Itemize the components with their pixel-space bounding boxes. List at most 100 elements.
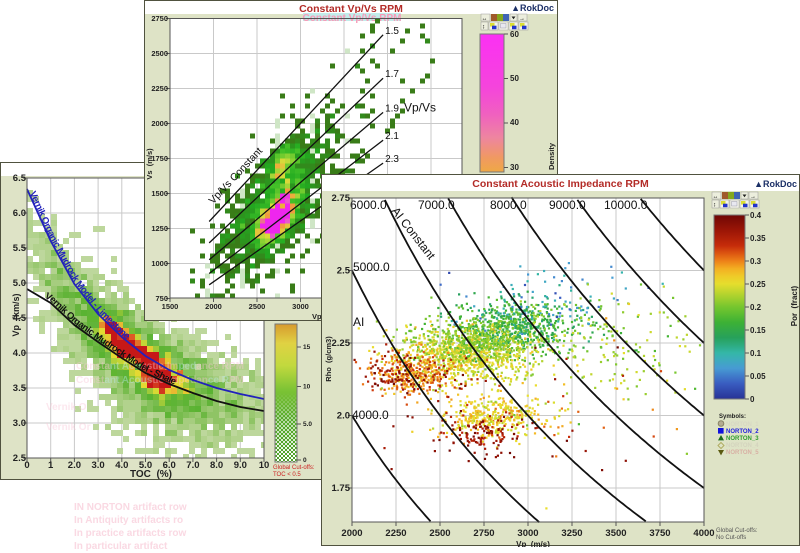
svg-text:Vernik Or: Vernik Or [46,422,91,433]
svg-text:3000: 3000 [517,528,538,539]
svg-text:7000.0: 7000.0 [418,198,455,212]
svg-text:↕: ↕ [482,25,485,31]
svg-text:4.0: 4.0 [13,348,26,359]
svg-text:0.25: 0.25 [750,280,766,289]
svg-text:2.75: 2.75 [332,193,351,204]
svg-text:AI: AI [353,315,364,329]
svg-text:2000: 2000 [341,528,362,539]
svg-text:8.0: 8.0 [210,460,223,471]
svg-text:0: 0 [303,457,307,464]
svg-text:NORTON_1: NORTON_1 [726,422,759,428]
svg-text:NORTON_3: NORTON_3 [726,436,759,442]
svg-text:2.3: 2.3 [385,154,399,165]
svg-text:5000.0: 5000.0 [353,260,390,274]
svg-text:2.0: 2.0 [68,460,81,471]
svg-text:9000.0: 9000.0 [549,198,586,212]
svg-text:TOC < 0.5: TOC < 0.5 [273,472,301,478]
svg-text:1750: 1750 [151,154,168,163]
svg-text:0.05: 0.05 [750,372,766,381]
svg-text:1250: 1250 [151,224,168,233]
svg-text:3750: 3750 [649,528,670,539]
svg-text:5.0: 5.0 [139,460,152,471]
svg-text:3.0: 3.0 [13,418,26,429]
svg-text:3500: 3500 [605,528,626,539]
svg-text:1.5: 1.5 [385,26,399,37]
svg-text:4000.0: 4000.0 [352,408,389,422]
svg-text:10: 10 [259,460,270,471]
svg-text:4000: 4000 [693,528,714,539]
svg-text:1500: 1500 [162,302,179,311]
svg-text:50: 50 [510,74,519,83]
svg-text:1.75: 1.75 [332,483,351,494]
svg-text:1.9Vp/Vs: 1.9 Vp/Vs [385,100,436,114]
svg-text:0.15: 0.15 [750,326,766,335]
svg-text:→: → [750,194,756,200]
svg-text:0.1: 0.1 [750,349,762,358]
svg-text:2500: 2500 [249,302,266,311]
svg-text:Global Cut-offs:: Global Cut-offs: [716,528,758,534]
svg-text:1: 1 [48,460,54,471]
svg-text:3250: 3250 [561,528,582,539]
svg-text:Rho (g/cm3): Rho (g/cm3) [324,336,333,382]
svg-text:2250: 2250 [151,84,168,93]
svg-text:2.25: 2.25 [332,338,351,349]
svg-text:2.1: 2.1 [385,131,399,142]
svg-text:Symbols:: Symbols: [719,414,746,420]
svg-text:2750: 2750 [473,528,494,539]
svg-text:0.4: 0.4 [750,211,762,220]
svg-text:10: 10 [303,384,311,391]
svg-text:Density: Density [547,142,556,170]
svg-text:6.0: 6.0 [13,208,26,219]
svg-text:2750: 2750 [151,14,168,23]
svg-text:2000: 2000 [151,119,168,128]
svg-text:Vp (km/s): Vp (km/s) [11,293,21,336]
svg-text:4.5: 4.5 [13,313,27,324]
svg-text:5.5: 5.5 [13,243,27,254]
svg-text:30: 30 [510,163,519,172]
svg-text:2500: 2500 [151,49,168,58]
svg-text:1000: 1000 [151,259,168,268]
svg-text:2.5: 2.5 [337,266,351,277]
svg-text:Vp (m/s): Vp (m/s) [516,540,550,547]
svg-text:3.5: 3.5 [13,383,27,394]
svg-text:7.0: 7.0 [186,460,199,471]
svg-text:5.0: 5.0 [303,421,312,428]
svg-text:Por (fract): Por (fract) [790,285,799,326]
svg-text:750: 750 [155,294,168,303]
svg-text:↔: ↔ [482,16,488,22]
svg-text:→: → [519,16,525,22]
svg-text:3000: 3000 [292,302,309,311]
svg-text:3.0: 3.0 [91,460,104,471]
svg-text:40: 40 [510,118,519,127]
svg-text:8000.0: 8000.0 [490,198,527,212]
svg-text:2500: 2500 [429,528,450,539]
svg-text:2250: 2250 [385,528,406,539]
svg-text:NORTON_2: NORTON_2 [726,429,759,435]
svg-text:60: 60 [510,30,519,39]
svg-text:NORTON_4: NORTON_4 [726,443,759,449]
svg-text:0.35: 0.35 [750,234,766,243]
svg-text:Vernik O: Vernik O [46,402,87,413]
svg-text:Vs (m/s): Vs (m/s) [145,148,154,180]
svg-text:6000.0: 6000.0 [350,198,387,212]
svg-text:15: 15 [303,344,311,351]
svg-text:2000: 2000 [205,302,222,311]
svg-text:6.0: 6.0 [163,460,176,471]
svg-text:2.0: 2.0 [337,411,350,422]
svg-text:↔: ↔ [713,194,719,200]
svg-text:9.0: 9.0 [234,460,247,471]
svg-text:NORTON_5: NORTON_5 [726,450,759,456]
svg-text:↕: ↕ [713,203,716,209]
svg-text:1.7: 1.7 [385,69,399,80]
svg-text:0: 0 [750,395,755,404]
svg-text:Constant Acoustic Impedance RP: Constant Acoustic Impedance RPM [76,361,244,372]
svg-text:0.3: 0.3 [750,257,762,266]
svg-text:4.0: 4.0 [115,460,128,471]
svg-text:1500: 1500 [151,189,168,198]
svg-text:Global Cut-offs:: Global Cut-offs: [273,465,315,471]
svg-text:0: 0 [24,460,29,471]
svg-text:2.5: 2.5 [13,453,27,464]
svg-text:5.0: 5.0 [13,278,26,289]
svg-text:TOC (%): TOC (%) [130,469,172,480]
svg-text:0.2: 0.2 [750,303,762,312]
